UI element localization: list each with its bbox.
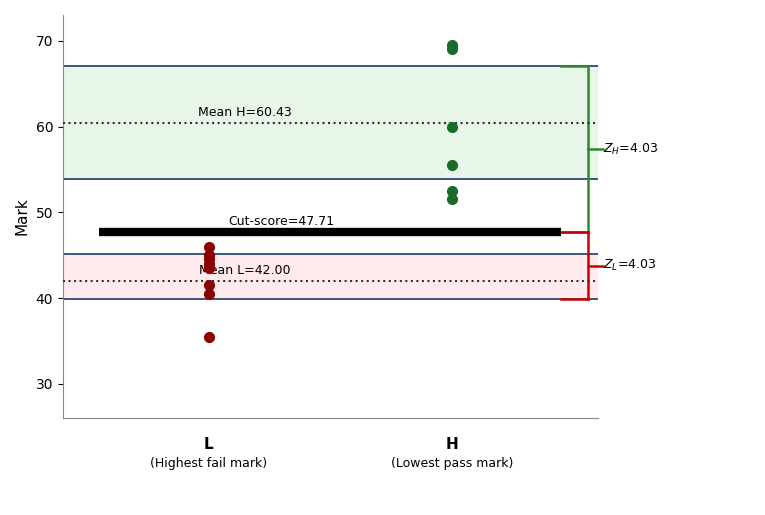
Text: Mean H=60.43: Mean H=60.43	[198, 106, 292, 118]
Text: H: H	[445, 437, 458, 452]
Bar	[63, 254, 597, 299]
Text: Mean L=42.00: Mean L=42.00	[200, 264, 291, 277]
Bar	[63, 66, 597, 179]
Text: (Lowest pass mark): (Lowest pass mark)	[391, 457, 513, 470]
Text: $Z_L$=4.03: $Z_L$=4.03	[603, 258, 656, 273]
Text: L: L	[204, 437, 213, 452]
Text: Cut-score=47.71: Cut-score=47.71	[229, 215, 335, 228]
Text: (Highest fail mark): (Highest fail mark)	[150, 457, 267, 470]
Text: $Z_H$=4.03: $Z_H$=4.03	[603, 142, 658, 157]
Y-axis label: Mark: Mark	[15, 198, 30, 235]
